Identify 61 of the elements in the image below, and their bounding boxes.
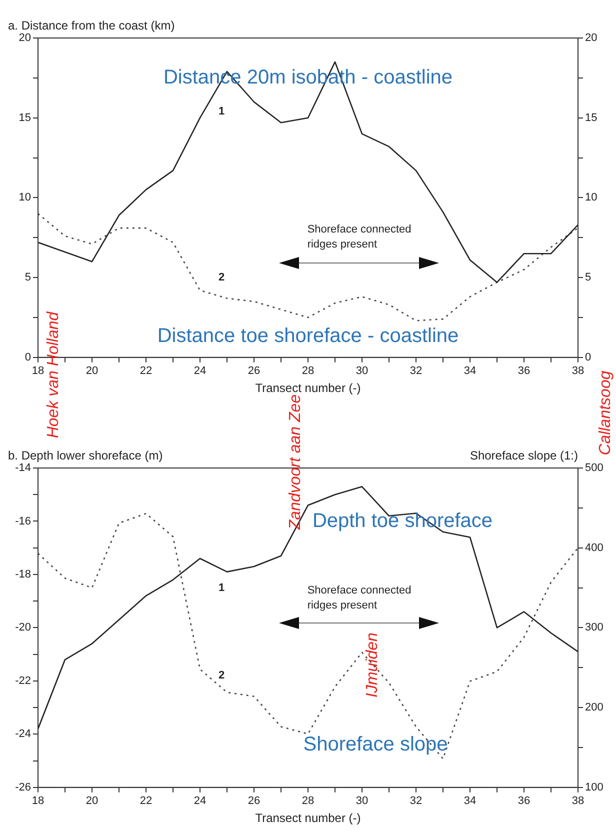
x-axis-title: Transect number (-) (255, 381, 361, 396)
annotation: Hoek van Holland (45, 312, 63, 438)
x-tick-label: 32 (410, 795, 422, 808)
y2-tick-label: 20 (585, 32, 598, 44)
annotation: Shoreface connected ridges present (307, 584, 412, 612)
x-tick-label: 38 (572, 795, 584, 808)
x-tick-label: 22 (140, 795, 152, 808)
y-tick-label: -24 (15, 728, 31, 740)
x-tick-label: 36 (518, 365, 530, 378)
x-tick-label: 34 (464, 795, 476, 808)
y-tick-label: -16 (15, 515, 31, 528)
y2-tick-label: 400 (585, 542, 604, 554)
x-tick-label: 28 (302, 365, 314, 378)
annotation: Shoreface slope (303, 733, 448, 756)
x-tick-label: 24 (194, 795, 206, 808)
y-axis-title: a. Distance from the coast (km) (8, 18, 175, 32)
x-tick-label: 18 (32, 795, 44, 808)
y-tick-label: -22 (15, 674, 31, 687)
annotation: Zandvoort aan Zee (287, 394, 305, 530)
y2-tick-label: 15 (585, 112, 598, 124)
x-tick-label: 18 (32, 365, 44, 378)
y-tick-label: 10 (18, 192, 31, 204)
annotation: 2 (218, 272, 225, 284)
y2-tick-label: 0 (585, 351, 592, 364)
y2-tick-label: 300 (585, 622, 604, 634)
annotation: IJmuiden (364, 632, 382, 698)
x-tick-label: 30 (356, 795, 368, 808)
x-tick-label: 26 (248, 365, 260, 378)
y-tick-label: -14 (15, 462, 31, 474)
x-tick-label: 30 (356, 365, 368, 378)
y-axis-title: b. Depth lower shoreface (m) (8, 448, 163, 462)
x-tick-label: 20 (86, 365, 98, 378)
text: Callantsoog (597, 370, 615, 456)
x-tick-label: 20 (86, 795, 98, 808)
y-tick-label: -18 (15, 568, 31, 580)
x-tick-label: 22 (140, 365, 152, 378)
annotation: 1 (218, 582, 225, 594)
y2-tick-label: 10 (585, 192, 598, 204)
x-tick-label: 36 (518, 795, 530, 808)
x-tick-label: 34 (464, 365, 476, 378)
annotation: Shoreface connected ridges present (307, 224, 412, 251)
y2-tick-label: 500 (585, 462, 604, 474)
x-tick-label: 38 (572, 365, 584, 378)
y-tick-label: 5 (24, 272, 31, 284)
y2-tick-label: 200 (585, 702, 604, 714)
x-axis-title: Transect number (-) (255, 811, 361, 826)
annotation: 2 (218, 670, 225, 682)
annotation: 1 (218, 105, 225, 118)
y2-tick-label: 100 (585, 781, 604, 794)
y2-tick-label: 5 (585, 272, 592, 284)
y-tick-label: -26 (15, 781, 31, 794)
x-tick-label: 26 (248, 795, 260, 808)
y2-axis-title: Shoreface slope (1:) (470, 448, 578, 462)
x-tick-label: 24 (194, 365, 206, 378)
x-tick-label: 28 (302, 795, 314, 808)
y-tick-label: -20 (15, 622, 31, 634)
x-tick-label: 32 (410, 365, 422, 378)
annotation: Distance toe shoreface - coastline (157, 325, 459, 348)
y-tick-label: 0 (24, 351, 31, 364)
y-tick-label: 15 (18, 112, 31, 124)
y-tick-label: 20 (18, 32, 31, 44)
